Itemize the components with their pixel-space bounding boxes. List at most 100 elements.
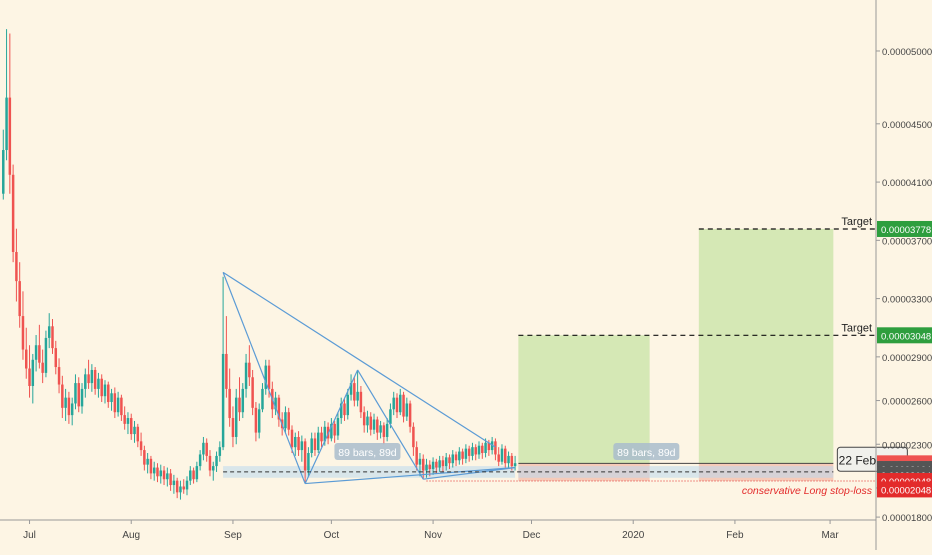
pattern-line [304, 369, 359, 484]
candle [504, 445, 507, 468]
candle [376, 416, 379, 440]
candle-body [123, 415, 126, 424]
candle [133, 420, 136, 443]
y-axis-tick-label: 0.00003300 [882, 295, 932, 306]
candle-body [448, 457, 451, 464]
candle-body [28, 368, 31, 386]
candle [313, 432, 317, 456]
candle [198, 450, 202, 471]
candle [172, 474, 176, 494]
candle-body [74, 383, 77, 404]
candle [451, 450, 455, 468]
candle [8, 33, 12, 194]
candle [202, 436, 205, 461]
candle [284, 406, 287, 433]
candle-body [21, 316, 25, 350]
candle [248, 345, 251, 386]
candle-body [438, 460, 441, 468]
candle [431, 457, 435, 475]
candle [474, 444, 477, 461]
candle [353, 377, 356, 407]
candle-body [205, 442, 208, 456]
candle [228, 368, 231, 427]
candle [254, 402, 258, 442]
candle [152, 461, 156, 481]
candle-body [51, 326, 54, 349]
candle-body [189, 470, 192, 481]
candle [113, 387, 117, 419]
long-position-profit-zone [698, 228, 834, 464]
x-axis-tick-label: Aug [122, 530, 140, 541]
candle [346, 388, 350, 420]
range-band [518, 466, 834, 478]
candle [38, 324, 41, 369]
candle [25, 327, 28, 379]
candle-body [353, 383, 356, 401]
candle-body [346, 394, 350, 416]
y-axis-tick-label: 0.00002900 [882, 353, 932, 364]
candle-body [376, 419, 379, 433]
candle [330, 418, 333, 442]
candle-body [218, 447, 222, 456]
candle-body [90, 369, 94, 384]
candle-body [392, 397, 395, 410]
candle [169, 469, 172, 491]
pattern-line [357, 369, 424, 480]
candle [84, 368, 87, 398]
candle-body [379, 425, 382, 433]
candle [336, 412, 340, 440]
x-axis-tick-label: Mar [821, 530, 839, 541]
candle [294, 432, 297, 456]
x-axis-tick-label: Jul [23, 530, 36, 541]
candle-body [333, 423, 336, 436]
candle [123, 406, 126, 430]
candle [41, 349, 44, 384]
candle [369, 412, 372, 436]
candle-body [290, 429, 294, 448]
candle [359, 385, 363, 419]
candle-body [408, 403, 412, 427]
candle-body [244, 362, 248, 389]
pattern-line [423, 466, 516, 480]
candle [441, 455, 445, 472]
candle [189, 466, 192, 486]
candle [464, 444, 468, 464]
price-axis-label-box [877, 327, 932, 344]
candle [87, 359, 90, 389]
candle-body [182, 486, 185, 490]
candle-body [93, 369, 97, 389]
candle-body [441, 460, 445, 467]
candle-body [215, 455, 218, 467]
candle-body [451, 454, 455, 464]
candle-body [77, 383, 80, 407]
candle-body [435, 461, 438, 468]
candle [208, 450, 212, 477]
candle [366, 410, 369, 433]
candle [251, 369, 254, 416]
candle-body [425, 464, 428, 471]
price-axis-label: 0.00002048 [877, 481, 932, 498]
candle [349, 374, 353, 401]
candle-body [317, 432, 320, 451]
candle-body [461, 451, 464, 459]
candle [395, 393, 399, 419]
bars-range-label-text: 89 bars, 89d [338, 447, 397, 459]
candle [399, 388, 402, 416]
candle [454, 451, 458, 467]
candle-body [139, 441, 143, 451]
candle [11, 164, 15, 263]
pattern-line [305, 466, 516, 485]
candle [379, 420, 382, 439]
candle [195, 461, 199, 483]
candle-body [500, 448, 504, 462]
candle-body [70, 403, 74, 416]
candle-body [103, 384, 107, 397]
candle-body [61, 384, 64, 408]
candle [343, 399, 346, 421]
candle [261, 383, 264, 413]
candle [5, 29, 8, 161]
candle-body [330, 423, 333, 439]
candle-body [11, 174, 15, 252]
candle-body [297, 436, 300, 451]
x-axis-tick-label: Sep [224, 530, 242, 541]
